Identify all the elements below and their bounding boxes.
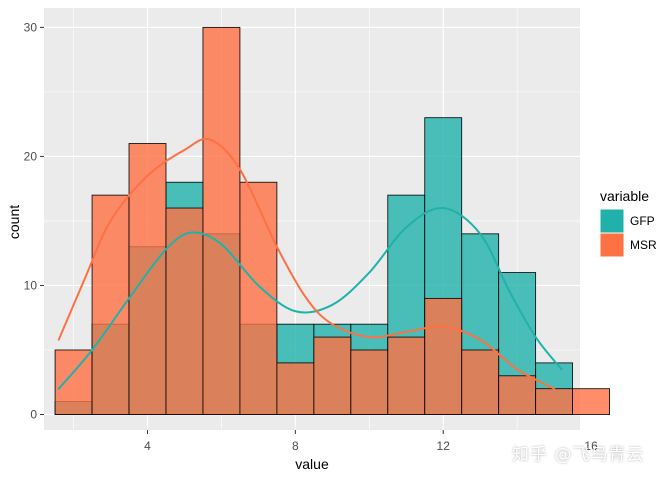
legend-key-msr	[599, 232, 625, 258]
bar-msr	[572, 388, 610, 415]
bar-msr	[424, 297, 463, 415]
bar-msr	[313, 336, 352, 415]
y-axis-title: count	[6, 205, 22, 239]
x-tick-label: 12	[437, 439, 451, 453]
bars-msr	[54, 26, 610, 415]
bar-msr	[461, 349, 500, 415]
bar-msr	[350, 349, 389, 415]
bar-msr	[276, 362, 315, 415]
legend-key-gfp	[599, 208, 625, 234]
bar-msr	[128, 143, 167, 415]
bar-msr	[498, 375, 537, 415]
watermark: 知乎 @飞鸟青云	[512, 445, 645, 465]
legend: variable GFP MSR	[599, 188, 657, 258]
bar-msr	[535, 388, 574, 415]
bar-msr	[54, 349, 93, 415]
y-tick-label: 20	[24, 149, 38, 163]
bar-msr	[202, 26, 241, 415]
density-curve-msr	[57, 137, 556, 390]
bar-msr	[165, 207, 204, 415]
bar-msr	[387, 336, 426, 415]
legend-label-msr: MSR	[630, 238, 657, 252]
legend-label-gfp: GFP	[630, 214, 655, 228]
x-axis: 4 8 12 16	[144, 430, 598, 453]
y-axis: 0 10 20 30	[24, 20, 44, 422]
bar-msr	[239, 181, 278, 415]
x-tick-label: 8	[292, 439, 299, 453]
y-tick-label: 10	[24, 278, 38, 292]
density-curves	[57, 137, 563, 390]
y-tick-label: 30	[24, 20, 38, 34]
legend-title: variable	[600, 188, 649, 204]
x-tick-label: 4	[144, 439, 151, 453]
x-axis-title: value	[295, 456, 329, 472]
y-tick-label: 0	[30, 408, 37, 422]
x-tick-label: 16	[584, 439, 598, 453]
